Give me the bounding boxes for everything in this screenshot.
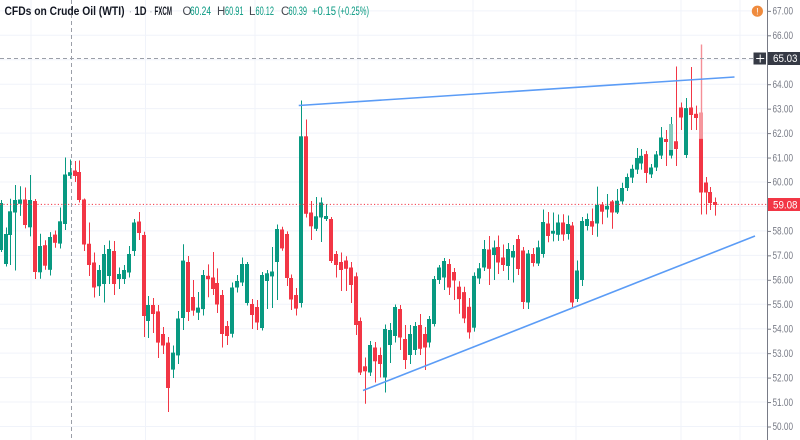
svg-text:O: O (183, 6, 192, 18)
svg-text:61.00: 61.00 (773, 152, 794, 164)
svg-text:67.00: 67.00 (773, 6, 794, 18)
svg-text:60.91: 60.91 (225, 6, 244, 18)
svg-text:!: ! (756, 7, 759, 17)
svg-text:55.00: 55.00 (773, 299, 794, 311)
svg-text:+0.15: +0.15 (312, 6, 336, 18)
svg-text:60.00: 60.00 (773, 177, 794, 189)
svg-text:50.00: 50.00 (773, 421, 794, 433)
svg-text:58.00: 58.00 (773, 226, 794, 238)
svg-text:64.00: 64.00 (773, 79, 794, 91)
svg-text:56.00: 56.00 (773, 275, 794, 287)
svg-text:1D: 1D (135, 6, 147, 18)
svg-text:51.00: 51.00 (773, 397, 794, 409)
svg-text:·: · (149, 6, 153, 18)
svg-text:60.24: 60.24 (190, 6, 211, 18)
svg-text:54.00: 54.00 (773, 323, 794, 335)
svg-text:65.03: 65.03 (773, 53, 798, 65)
svg-text:57.00: 57.00 (773, 250, 794, 262)
svg-text:62.00: 62.00 (773, 128, 794, 140)
svg-text:·: · (129, 6, 133, 18)
svg-text:CFDs on Crude Oil (WTI): CFDs on Crude Oil (WTI) (5, 6, 125, 18)
svg-text:59.08: 59.08 (773, 200, 798, 212)
svg-text:60.12: 60.12 (256, 6, 275, 18)
svg-text:60.39: 60.39 (289, 6, 308, 18)
svg-text:52.00: 52.00 (773, 372, 794, 384)
svg-text:66.00: 66.00 (773, 30, 794, 42)
svg-text:(+0.25%): (+0.25%) (338, 6, 369, 18)
svg-text:FXCM: FXCM (155, 6, 173, 18)
svg-text:L: L (249, 6, 256, 18)
svg-text:63.00: 63.00 (773, 103, 794, 115)
svg-text:53.00: 53.00 (773, 348, 794, 360)
svg-text:H: H (217, 6, 225, 18)
svg-text:C: C (281, 6, 289, 18)
